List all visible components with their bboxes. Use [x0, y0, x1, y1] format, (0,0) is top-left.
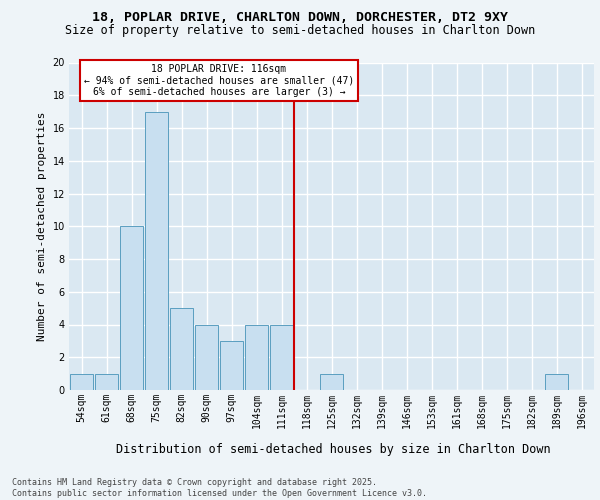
Y-axis label: Number of semi-detached properties: Number of semi-detached properties	[37, 112, 47, 341]
Bar	[70, 374, 93, 390]
Bar	[270, 324, 293, 390]
Bar	[120, 226, 143, 390]
Text: Size of property relative to semi-detached houses in Charlton Down: Size of property relative to semi-detach…	[65, 24, 535, 37]
Text: 18, POPLAR DRIVE, CHARLTON DOWN, DORCHESTER, DT2 9XY: 18, POPLAR DRIVE, CHARLTON DOWN, DORCHES…	[92, 11, 508, 24]
Text: 18 POPLAR DRIVE: 116sqm
← 94% of semi-detached houses are smaller (47)
6% of sem: 18 POPLAR DRIVE: 116sqm ← 94% of semi-de…	[84, 64, 354, 98]
Bar	[145, 112, 168, 390]
Bar	[95, 374, 118, 390]
Bar	[245, 324, 268, 390]
Text: Contains HM Land Registry data © Crown copyright and database right 2025.
Contai: Contains HM Land Registry data © Crown c…	[12, 478, 427, 498]
Bar	[220, 341, 243, 390]
Bar	[170, 308, 193, 390]
Bar	[195, 324, 218, 390]
Bar	[320, 374, 343, 390]
Text: Distribution of semi-detached houses by size in Charlton Down: Distribution of semi-detached houses by …	[116, 442, 550, 456]
Bar	[545, 374, 568, 390]
